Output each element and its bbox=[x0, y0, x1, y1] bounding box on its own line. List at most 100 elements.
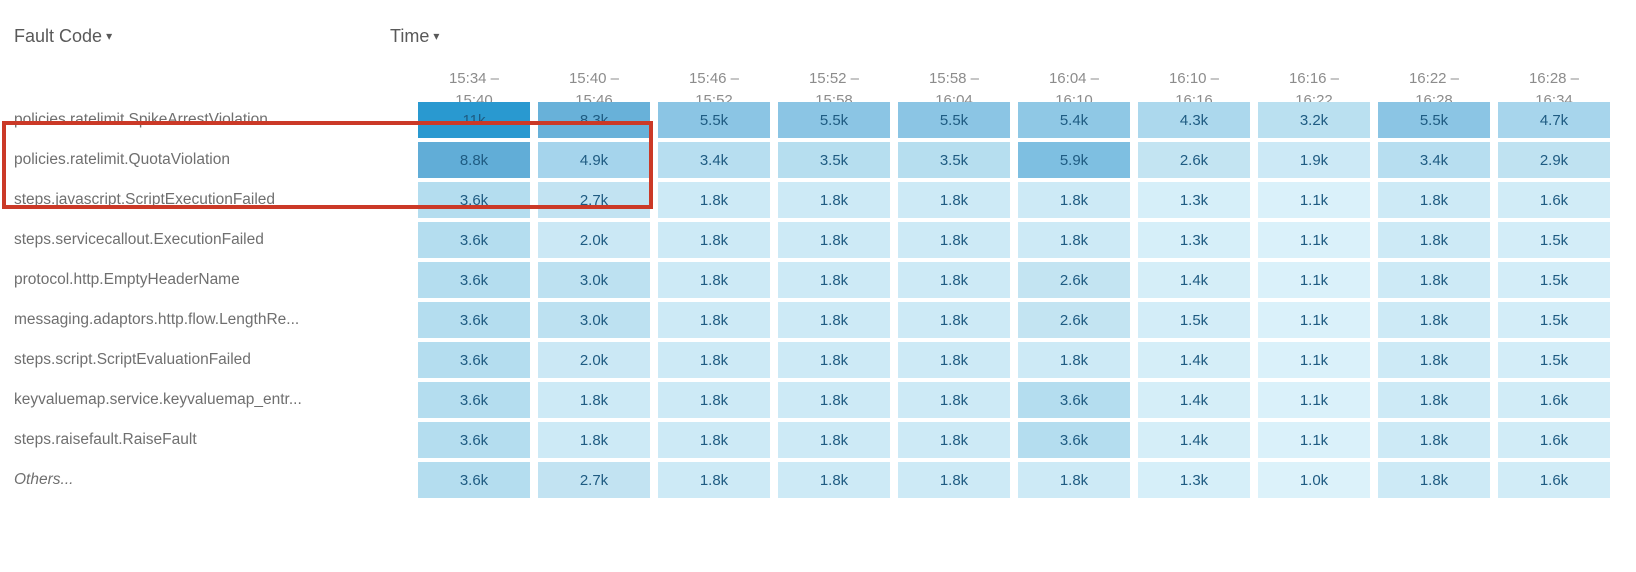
heatmap-cell[interactable]: 1.8k bbox=[898, 302, 1010, 338]
heatmap-cell[interactable]: 1.8k bbox=[898, 422, 1010, 458]
heatmap-cell[interactable]: 5.5k bbox=[778, 102, 890, 138]
fault-code-sort-control[interactable]: Fault Code ▾ bbox=[14, 26, 112, 47]
heatmap-cell[interactable]: 2.0k bbox=[538, 342, 650, 378]
heatmap-cell[interactable]: 1.4k bbox=[1138, 342, 1250, 378]
heatmap-cell[interactable]: 5.4k bbox=[1018, 102, 1130, 138]
heatmap-cell[interactable]: 1.8k bbox=[658, 222, 770, 258]
heatmap-cell[interactable]: 1.3k bbox=[1138, 182, 1250, 218]
heatmap-cell[interactable]: 1.6k bbox=[1498, 382, 1610, 418]
heatmap-cell[interactable]: 2.6k bbox=[1138, 142, 1250, 178]
heatmap-cell[interactable]: 1.1k bbox=[1258, 342, 1370, 378]
heatmap-cell[interactable]: 3.6k bbox=[418, 342, 530, 378]
heatmap-cell[interactable]: 3.6k bbox=[418, 422, 530, 458]
heatmap-cell[interactable]: 2.7k bbox=[538, 182, 650, 218]
heatmap-cell[interactable]: 3.6k bbox=[418, 382, 530, 418]
heatmap-cell[interactable]: 3.6k bbox=[418, 222, 530, 258]
heatmap-cell[interactable]: 2.6k bbox=[1018, 262, 1130, 298]
heatmap-cell[interactable]: 2.9k bbox=[1498, 142, 1610, 178]
heatmap-cell[interactable]: 1.8k bbox=[778, 262, 890, 298]
heatmap-cell[interactable]: 1.8k bbox=[1378, 302, 1490, 338]
heatmap-cell[interactable]: 1.8k bbox=[658, 342, 770, 378]
heatmap-cell[interactable]: 1.8k bbox=[778, 382, 890, 418]
heatmap-cell[interactable]: 1.3k bbox=[1138, 462, 1250, 498]
heatmap-cell[interactable]: 1.8k bbox=[1378, 422, 1490, 458]
heatmap-cell[interactable]: 1.8k bbox=[658, 182, 770, 218]
heatmap-cell[interactable]: 1.8k bbox=[1378, 182, 1490, 218]
heatmap-cell[interactable]: 1.8k bbox=[658, 422, 770, 458]
heatmap-cell[interactable]: 1.8k bbox=[898, 262, 1010, 298]
heatmap-cell[interactable]: 1.8k bbox=[778, 342, 890, 378]
heatmap-cell[interactable]: 3.5k bbox=[898, 142, 1010, 178]
heatmap-cell[interactable]: 4.3k bbox=[1138, 102, 1250, 138]
heatmap-cell[interactable]: 1.8k bbox=[778, 462, 890, 498]
heatmap-cell[interactable]: 1.8k bbox=[1018, 462, 1130, 498]
heatmap-cell[interactable]: 1.8k bbox=[538, 382, 650, 418]
heatmap-cell[interactable]: 1.5k bbox=[1498, 302, 1610, 338]
heatmap-cell[interactable]: 3.6k bbox=[1018, 422, 1130, 458]
heatmap-cell[interactable]: 1.1k bbox=[1258, 182, 1370, 218]
heatmap-cell[interactable]: 8.3k bbox=[538, 102, 650, 138]
heatmap-cell[interactable]: 1.5k bbox=[1498, 262, 1610, 298]
heatmap-cell[interactable]: 1.6k bbox=[1498, 182, 1610, 218]
heatmap-cell[interactable]: 1.8k bbox=[1378, 262, 1490, 298]
heatmap-cell[interactable]: 3.0k bbox=[538, 302, 650, 338]
heatmap-cell[interactable]: 1.8k bbox=[898, 462, 1010, 498]
heatmap-cell[interactable]: 1.1k bbox=[1258, 302, 1370, 338]
heatmap-cell[interactable]: 2.7k bbox=[538, 462, 650, 498]
heatmap-cell[interactable]: 3.4k bbox=[1378, 142, 1490, 178]
heatmap-cell[interactable]: 1.8k bbox=[1378, 342, 1490, 378]
heatmap-cell[interactable]: 1.4k bbox=[1138, 262, 1250, 298]
heatmap-cell[interactable]: 1.0k bbox=[1258, 462, 1370, 498]
heatmap-cell[interactable]: 1.8k bbox=[778, 182, 890, 218]
heatmap-cell[interactable]: 1.8k bbox=[1018, 222, 1130, 258]
heatmap-cell[interactable]: 4.7k bbox=[1498, 102, 1610, 138]
heatmap-cell[interactable]: 1.8k bbox=[538, 422, 650, 458]
heatmap-cell[interactable]: 5.5k bbox=[1378, 102, 1490, 138]
heatmap-cell[interactable]: 1.8k bbox=[1018, 342, 1130, 378]
heatmap-cell[interactable]: 1.5k bbox=[1138, 302, 1250, 338]
heatmap-cell[interactable]: 1.8k bbox=[898, 342, 1010, 378]
heatmap-cell[interactable]: 3.2k bbox=[1258, 102, 1370, 138]
heatmap-cell[interactable]: 4.9k bbox=[538, 142, 650, 178]
heatmap-cell[interactable]: 8.8k bbox=[418, 142, 530, 178]
heatmap-cell[interactable]: 1.6k bbox=[1498, 422, 1610, 458]
heatmap-cell[interactable]: 1.8k bbox=[658, 302, 770, 338]
heatmap-cell[interactable]: 1.5k bbox=[1498, 342, 1610, 378]
heatmap-cell[interactable]: 1.8k bbox=[658, 382, 770, 418]
heatmap-cell[interactable]: 2.0k bbox=[538, 222, 650, 258]
heatmap-cell[interactable]: 5.5k bbox=[898, 102, 1010, 138]
heatmap-cell[interactable]: 1.4k bbox=[1138, 422, 1250, 458]
heatmap-cell[interactable]: 1.8k bbox=[898, 182, 1010, 218]
heatmap-cell[interactable]: 1.8k bbox=[898, 382, 1010, 418]
heatmap-cell[interactable]: 1.6k bbox=[1498, 462, 1610, 498]
heatmap-cell[interactable]: 3.5k bbox=[778, 142, 890, 178]
heatmap-cell[interactable]: 1.4k bbox=[1138, 382, 1250, 418]
heatmap-cell[interactable]: 1.8k bbox=[1378, 222, 1490, 258]
heatmap-cell[interactable]: 1.1k bbox=[1258, 382, 1370, 418]
heatmap-cell[interactable]: 1.8k bbox=[1378, 382, 1490, 418]
heatmap-cell[interactable]: 3.6k bbox=[418, 462, 530, 498]
heatmap-cell[interactable]: 5.5k bbox=[658, 102, 770, 138]
heatmap-cell[interactable]: 2.6k bbox=[1018, 302, 1130, 338]
heatmap-cell[interactable]: 3.4k bbox=[658, 142, 770, 178]
heatmap-cell[interactable]: 1.8k bbox=[658, 462, 770, 498]
heatmap-cell[interactable]: 1.3k bbox=[1138, 222, 1250, 258]
heatmap-cell[interactable]: 1.1k bbox=[1258, 422, 1370, 458]
heatmap-cell[interactable]: 3.6k bbox=[1018, 382, 1130, 418]
heatmap-cell[interactable]: 1.8k bbox=[778, 302, 890, 338]
heatmap-cell[interactable]: 3.6k bbox=[418, 182, 530, 218]
heatmap-cell[interactable]: 1.8k bbox=[658, 262, 770, 298]
heatmap-cell[interactable]: 11k bbox=[418, 102, 530, 138]
heatmap-cell[interactable]: 1.8k bbox=[1018, 182, 1130, 218]
heatmap-cell[interactable]: 3.6k bbox=[418, 262, 530, 298]
heatmap-cell[interactable]: 1.8k bbox=[778, 422, 890, 458]
heatmap-cell[interactable]: 1.5k bbox=[1498, 222, 1610, 258]
heatmap-cell[interactable]: 1.8k bbox=[1378, 462, 1490, 498]
heatmap-cell[interactable]: 1.1k bbox=[1258, 262, 1370, 298]
heatmap-cell[interactable]: 1.8k bbox=[778, 222, 890, 258]
heatmap-cell[interactable]: 5.9k bbox=[1018, 142, 1130, 178]
heatmap-cell[interactable]: 3.0k bbox=[538, 262, 650, 298]
heatmap-cell[interactable]: 3.6k bbox=[418, 302, 530, 338]
heatmap-cell[interactable]: 1.1k bbox=[1258, 222, 1370, 258]
heatmap-cell[interactable]: 1.9k bbox=[1258, 142, 1370, 178]
